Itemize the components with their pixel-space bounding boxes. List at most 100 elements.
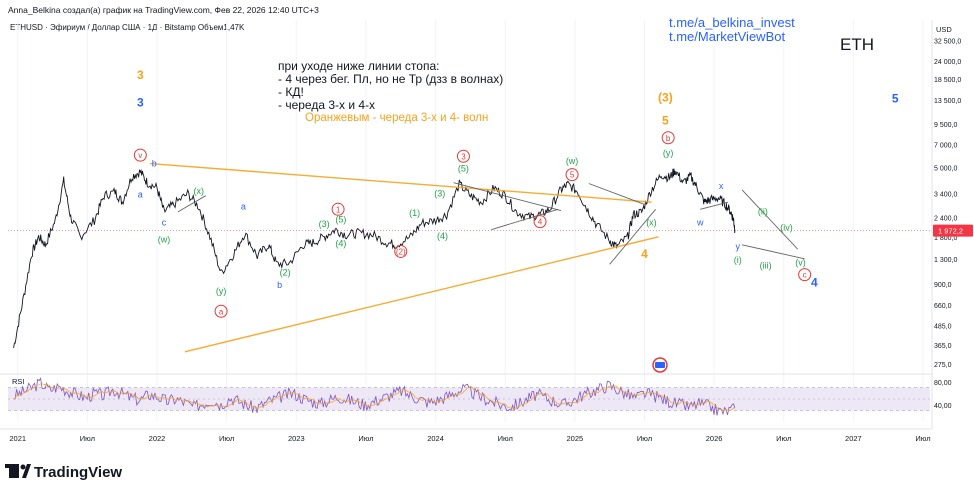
wave-label: a — [241, 202, 246, 212]
channel-line — [609, 209, 656, 265]
time-tick-label: 2026 — [706, 434, 723, 443]
wave-label: y — [736, 242, 741, 252]
ticker-label: ETH — [840, 35, 874, 54]
wave-label-circle — [331, 202, 345, 216]
price-tick-label: 24 000,0 — [934, 59, 961, 66]
wave-label: 3 — [137, 96, 144, 110]
time-tick-label: 2023 — [288, 434, 305, 443]
rsi-title: RSI — [12, 377, 25, 386]
rsi-panel: RSI 80,00 40,00 — [0, 373, 952, 416]
price-tick-label: 9 500,0 — [934, 122, 957, 129]
brand-name: TradingView — [34, 464, 122, 481]
wave-label: b — [152, 158, 157, 168]
wave-label: (4) — [437, 231, 448, 241]
time-axis[interactable]: 2021 Июл 2022 Июл 2023 Июл 2024 Июл 2025 Июл 2026 И… — [0, 428, 932, 443]
wave-label: (x) — [194, 186, 205, 196]
price-tick-label: 660,0 — [934, 303, 952, 310]
wave-label: (2) — [396, 247, 406, 256]
wave-label-circle — [394, 244, 408, 258]
rsi-ma-line — [13, 383, 736, 412]
currency-label: USD — [936, 25, 952, 34]
channel-line — [741, 189, 799, 250]
analysis-note: при уходе ниже линии стопа: - 4 через бе… — [278, 59, 503, 124]
time-tick-label: 2025 — [567, 434, 584, 443]
channel-line — [741, 244, 805, 260]
price-tick-label: 1 300,0 — [934, 257, 957, 264]
wave-label: v — [138, 151, 142, 160]
price-axis[interactable]: USD 32 500,0 24 000,0 18 500,0 13 500,0 9 500… — [931, 20, 973, 429]
wave-label: (y) — [663, 148, 674, 158]
link-telegram-channel[interactable]: t.me/a_belkina_invest — [669, 15, 795, 30]
price-tick-label: 2 400,0 — [934, 215, 957, 222]
price-tick-label: 485,0 — [934, 324, 952, 331]
channel-line — [491, 208, 559, 231]
wave-label: b — [666, 134, 671, 143]
symbol-line: ETHUSD · Эфириум / Доллар США · 1Д · Bit… — [10, 23, 245, 32]
price-tick-label: 32 500,0 — [934, 39, 961, 46]
channel-line — [453, 182, 562, 211]
link-telegram-bot[interactable]: t.me/MarketViewBot — [669, 29, 785, 44]
rsi-line — [13, 377, 736, 416]
wave-label: (x) — [646, 218, 657, 228]
wave-label: (3) — [319, 219, 330, 229]
current-price-badge — [933, 224, 973, 237]
tradingview-logo[interactable]: TradingView — [5, 464, 122, 481]
price-tick-label: 3 400,0 — [934, 192, 957, 199]
rsi-tick-label: 80,00 — [934, 380, 952, 387]
x-gridlines — [17, 20, 924, 422]
price-tick-label: 5 000,0 — [934, 166, 957, 173]
wave-label-circle — [533, 215, 547, 229]
author-line: Anna_Belkina создал(а) график на Trading… — [8, 5, 319, 15]
note-line-2: - 4 через бег. Пл, но не Тр (дзз в волна… — [278, 72, 503, 86]
wave-label: 3 — [461, 152, 466, 161]
wave-label-circle — [214, 304, 228, 318]
price-tick-label: 18 500,0 — [934, 77, 961, 84]
time-tick-label: 2022 — [149, 434, 166, 443]
wave-label: 4 — [811, 275, 818, 289]
price-series-line — [13, 168, 736, 348]
note-line-1: при уходе ниже линии стопа: — [278, 59, 439, 73]
wave-label: 1 — [336, 205, 341, 214]
price-tick-label: 1 800,0 — [934, 235, 957, 242]
price-tick-label: 275,0 — [934, 362, 952, 369]
wave-label: (v) — [795, 258, 806, 268]
wave-label: 3 — [137, 68, 144, 82]
price-plot: 3 3 v b a (x) a c (w) (2) b (y) a 1 (3) (5) (4) (1) (2) (3)… — [8, 20, 930, 422]
wave-label: a — [138, 190, 143, 200]
wave-label-circle — [456, 149, 470, 163]
wave-label: (iii) — [760, 260, 772, 270]
wave-label: c — [162, 218, 167, 228]
wave-label: (i) — [734, 255, 742, 265]
channel-line — [177, 195, 206, 213]
wave-label: (ii) — [758, 207, 768, 217]
wave-label: w — [696, 218, 704, 228]
wave-label-circle — [133, 148, 147, 162]
time-tick-label: Июл — [358, 434, 373, 443]
price-tick-label: 365,0 — [934, 343, 952, 350]
wave-label: x — [719, 181, 724, 191]
price-tick-label: 900,0 — [934, 282, 952, 289]
time-tick-label: Июл — [637, 434, 652, 443]
time-tick-label: Июл — [219, 434, 234, 443]
alert-marker-icon[interactable] — [652, 357, 668, 373]
time-tick-label: Июл — [915, 434, 930, 443]
price-tick-label: 7 000,0 — [934, 143, 957, 150]
wave-label: (4) — [335, 239, 346, 249]
trendline-orange — [150, 162, 652, 203]
wave-label: (5) — [458, 164, 469, 174]
note-line-3: - КД! — [278, 85, 304, 99]
wave-label: 4 — [538, 218, 543, 227]
current-price-label: 1 972,2 — [938, 227, 963, 236]
channel-line — [588, 183, 645, 205]
wave-label: (3) — [434, 189, 445, 199]
wave-label: (3) — [658, 91, 673, 105]
wave-label: (y) — [216, 286, 227, 296]
time-tick-label: 2021 — [9, 434, 26, 443]
note-orange-line: Оранжевым - череда 3-х и 4- волн — [305, 112, 488, 124]
wave-label: 4 — [641, 247, 648, 261]
wave-label: 5 — [662, 114, 669, 128]
rsi-tick-label: 40,00 — [934, 403, 952, 410]
note-line-4: - череда 3-х и 4-х — [278, 98, 375, 112]
time-tick-label: Июл — [80, 434, 95, 443]
price-tick-label: 13 500,0 — [934, 98, 961, 105]
